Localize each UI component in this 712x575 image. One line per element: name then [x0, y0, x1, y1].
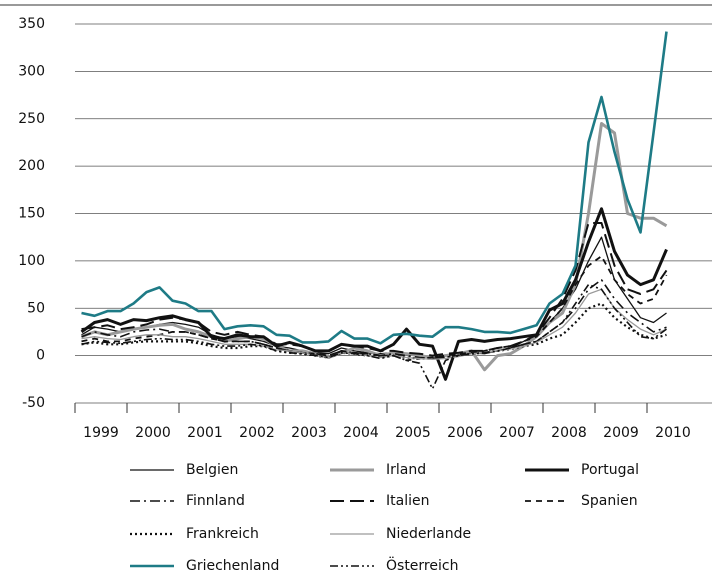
- x-tick-label: 1999: [83, 425, 119, 441]
- y-tick-label: 0: [36, 348, 45, 364]
- x-tick-label: 2002: [239, 425, 275, 441]
- y-tick-label: 200: [18, 158, 45, 174]
- x-tick-label: 2003: [291, 425, 327, 441]
- y-tick-label: 350: [18, 16, 45, 32]
- line-series: [81, 279, 667, 360]
- legend-label: Spanien: [581, 493, 638, 509]
- line-series: [81, 255, 668, 362]
- x-tick-label: 2004: [343, 425, 379, 441]
- x-tick-label: 2005: [395, 425, 431, 441]
- x-tick-label: 2009: [603, 425, 639, 441]
- x-tick-label: 2000: [135, 425, 171, 441]
- y-tick-label: 300: [18, 63, 45, 79]
- y-tick-label: 50: [27, 300, 45, 316]
- legend-label: Griechenland: [186, 558, 279, 574]
- legend-label: Niederlande: [386, 526, 471, 542]
- line-series: [81, 283, 667, 390]
- line-series: [81, 222, 668, 357]
- y-tick-label: 100: [18, 253, 45, 269]
- y-tick-label: 250: [18, 111, 45, 127]
- line-series: [80, 122, 668, 372]
- line-series: [81, 31, 668, 345]
- legend-label: Frankreich: [186, 526, 259, 542]
- legend-label: Finnland: [186, 493, 245, 509]
- x-tick-label: 2010: [655, 425, 691, 441]
- legend-label: Portugal: [581, 462, 639, 478]
- legend-label: Belgien: [186, 462, 238, 478]
- x-tick-label: 2008: [551, 425, 587, 441]
- legend-label: Irland: [386, 462, 426, 478]
- y-tick-label: -50: [22, 395, 45, 411]
- y-tick-label: 150: [18, 206, 45, 222]
- x-tick-label: 2007: [499, 425, 535, 441]
- x-tick-label: 2006: [447, 425, 483, 441]
- legend-label: Italien: [386, 493, 429, 509]
- legend-label: Österreich: [386, 556, 458, 574]
- x-tick-label: 2001: [187, 425, 223, 441]
